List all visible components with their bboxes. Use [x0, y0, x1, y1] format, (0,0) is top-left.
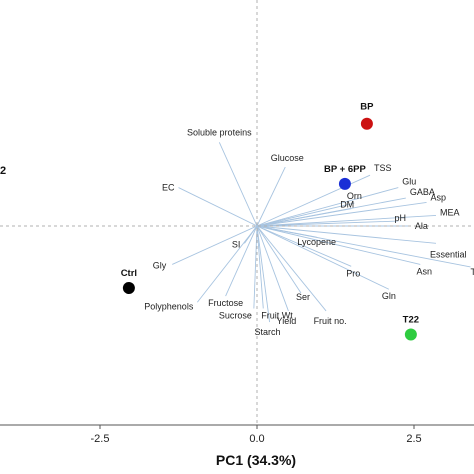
x-tick-label: -2.5	[91, 433, 110, 445]
loading-label: Pro	[346, 268, 360, 278]
sample-label: T22	[403, 315, 419, 326]
sample-point	[338, 177, 351, 190]
loading-lines	[172, 142, 471, 323]
loading-vector	[256, 225, 271, 323]
loading-vector	[256, 225, 327, 312]
x-axis-title: PC1 (34.3%)	[216, 452, 296, 468]
loading-label: Fructose	[208, 298, 243, 308]
loading-label: pH	[395, 213, 407, 223]
loading-label: MEA	[440, 207, 460, 217]
x-tick-label: 2.5	[406, 433, 421, 445]
loading-label: Ser	[296, 292, 310, 302]
loading-label: Lycopene	[297, 237, 336, 247]
loading-label: SI	[232, 239, 241, 249]
y-axis-title-partial: 2	[0, 165, 6, 177]
loading-vector	[256, 220, 399, 227]
loading-label: Polyphenols	[144, 301, 194, 311]
loading-vector	[256, 225, 421, 265]
loading-vector	[225, 225, 258, 297]
loading-label: Sucrose	[219, 310, 252, 320]
loading-vector	[256, 225, 264, 309]
loading-vector	[256, 202, 355, 227]
loading-label: Fruit no.	[314, 316, 347, 326]
loading-vector	[178, 187, 258, 227]
loading-vector	[253, 225, 258, 309]
loading-label: Gln	[382, 291, 396, 301]
loading-vector	[256, 174, 371, 227]
x-tick-label: 0.0	[249, 433, 264, 445]
loading-vector	[172, 225, 258, 265]
loading-label: Starch	[255, 327, 281, 337]
loading-label: Fruit Wt	[261, 310, 293, 320]
loading-vector	[218, 142, 258, 227]
sample-label: BP	[360, 102, 374, 113]
loading-label: Yield	[277, 316, 297, 326]
loading-vector	[256, 225, 437, 244]
sample-point	[360, 117, 373, 130]
loading-vector	[256, 166, 286, 227]
loading-vector	[256, 208, 352, 227]
loading-label: EC	[162, 183, 175, 193]
loading-vector	[256, 187, 399, 227]
loading-label: Asp	[431, 192, 447, 202]
sample-point	[404, 328, 417, 341]
loading-label: Gly	[153, 260, 167, 270]
loading-vector	[256, 225, 471, 268]
sample-label: BP + 6PP	[324, 164, 366, 175]
loading-label: Essential	[430, 249, 467, 259]
loading-vector	[256, 225, 289, 312]
loading-label: T	[471, 267, 474, 277]
loading-vector	[256, 215, 437, 227]
origin-reference-lines	[0, 0, 474, 425]
loading-label: Ala	[415, 221, 428, 231]
sample-points: BP BP + 6PP Ctrl T22	[121, 102, 419, 341]
sample-label: Ctrl	[121, 268, 137, 279]
x-axis-ticks: -2.5 0.0 2.5	[91, 425, 422, 445]
loading-vector	[196, 225, 258, 303]
loading-label: Glucose	[271, 153, 304, 163]
loading-label: Glu	[402, 177, 416, 187]
loading-vector	[256, 201, 427, 227]
loading-vector	[256, 225, 352, 267]
loading-label: Soluble proteins	[187, 127, 252, 137]
loading-label: Orn	[347, 191, 362, 201]
sample-point	[122, 282, 135, 294]
loading-label: GABA	[410, 187, 435, 197]
loading-vector	[256, 225, 390, 290]
loading-label: TSS	[374, 163, 392, 173]
loading-label: Asn	[417, 266, 433, 276]
loading-label: DM	[340, 200, 354, 210]
loading-vector	[256, 225, 302, 294]
